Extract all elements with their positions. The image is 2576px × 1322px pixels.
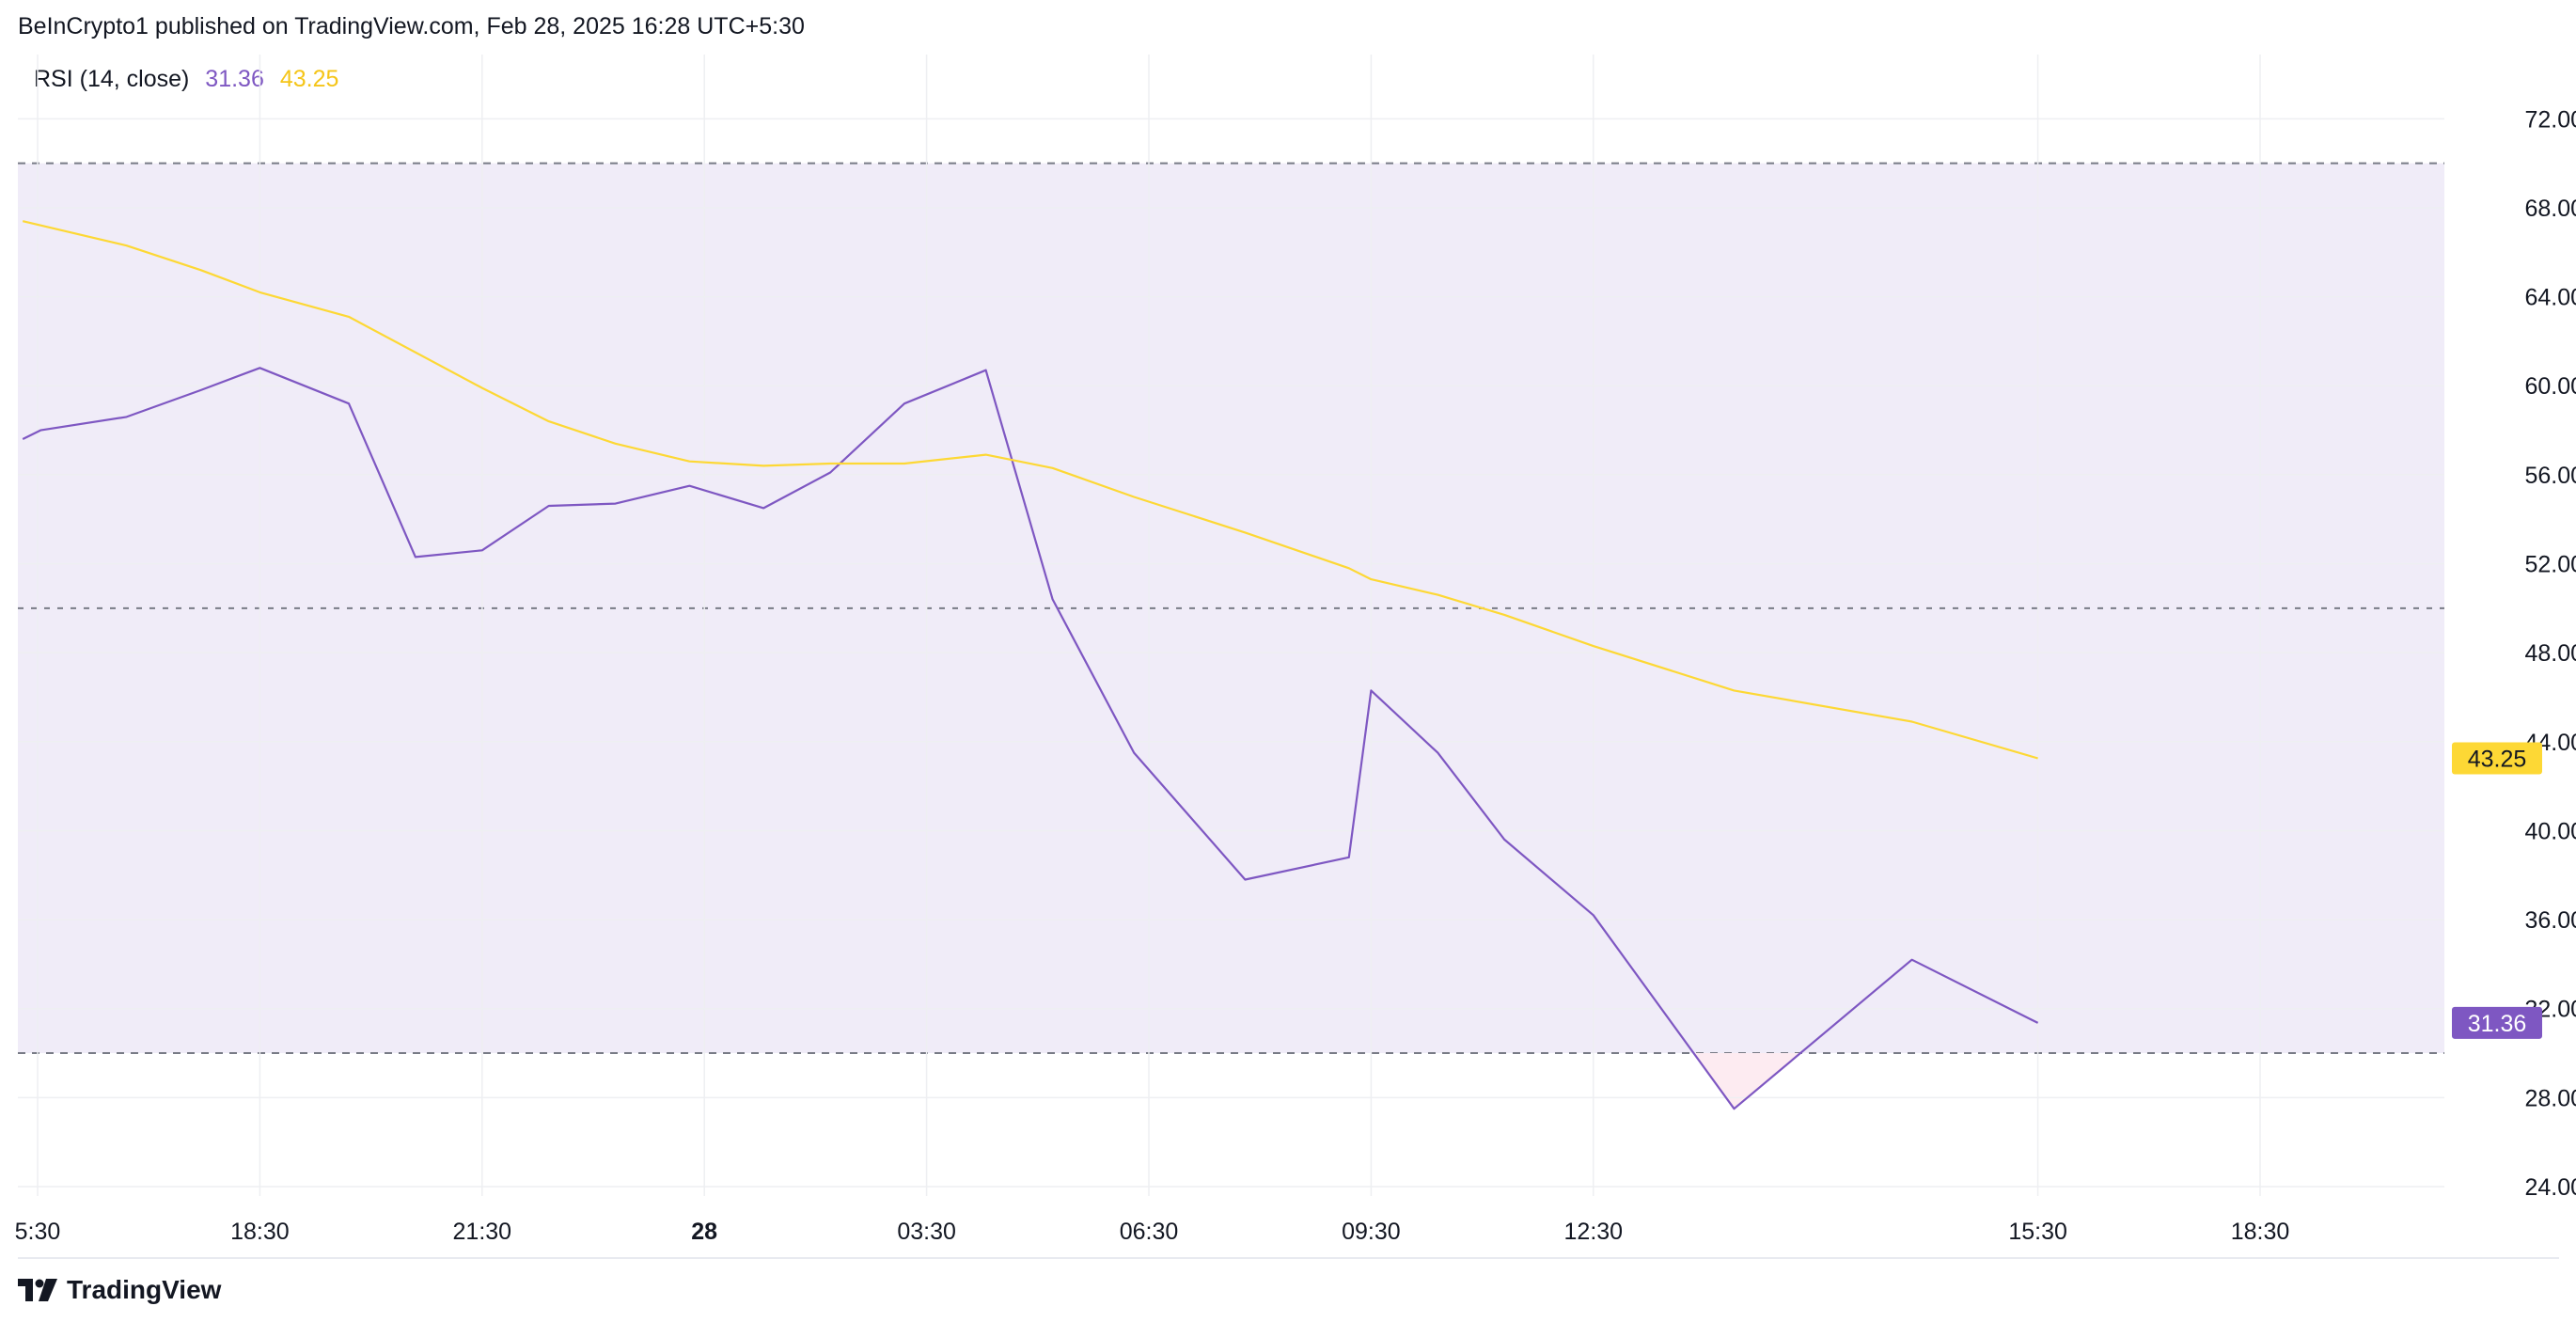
rsi-legend-value: 31.36	[205, 66, 264, 92]
indicator-name[interactable]: RSI (14, close)	[34, 66, 190, 92]
y-tick-label: 28.00	[2524, 1085, 2576, 1111]
series-layer	[22, 220, 2039, 1110]
x-tick-label: 21:30	[453, 1219, 512, 1245]
y-tick-label: 68.00	[2524, 196, 2576, 222]
y-tick-label: 72.00	[2524, 106, 2576, 133]
rsi-ma-line	[22, 220, 2038, 760]
x-tick-label: 12:30	[1564, 1219, 1624, 1245]
x-tick-label: 5:30	[15, 1219, 61, 1245]
tradingview-logo-icon	[18, 1279, 57, 1301]
y-tick-label: 36.00	[2524, 907, 2576, 934]
grid-layer	[18, 55, 2444, 1196]
ma-legend-value: 43.25	[279, 66, 339, 92]
y-tick-label: 40.00	[2524, 818, 2576, 844]
rsi-band-layer	[18, 162, 2444, 1110]
brand-name: TradingView	[67, 1275, 222, 1304]
rsi-price-badge	[2452, 1006, 2542, 1039]
y-tick-label: 56.00	[2524, 463, 2576, 489]
x-tick-label: 09:30	[1342, 1219, 1401, 1245]
indicator-legend[interactable]: RSI (14, close) 31.36 43.25	[34, 66, 348, 93]
publish-info: BeInCrypto1 published on TradingView.com…	[18, 13, 805, 39]
x-tick-label: 06:30	[1120, 1219, 1179, 1245]
y-tick-label: 60.00	[2524, 373, 2576, 400]
x-tick-label: 15:30	[2008, 1219, 2067, 1245]
tradingview-brand[interactable]: TradingView	[18, 1271, 221, 1309]
ma-price-badge	[2452, 742, 2542, 775]
x-tick-label: 18:30	[2231, 1219, 2290, 1245]
x-tick-label: 28	[691, 1219, 717, 1245]
y-tick-label: 52.00	[2524, 552, 2576, 578]
y-tick-label: 48.00	[2524, 640, 2576, 667]
axis-layer: 24.0028.0032.0036.0040.0044.0048.0052.00…	[15, 106, 2576, 1259]
x-tick-label: 03:30	[897, 1219, 956, 1245]
y-tick-label: 64.00	[2524, 285, 2576, 311]
rsi-price-badge-label: 31.36	[2468, 1011, 2527, 1037]
oversold-fill	[1693, 1053, 1801, 1110]
ma-price-badge-label: 43.25	[2468, 747, 2527, 773]
y-tick-label: 24.00	[2524, 1174, 2576, 1201]
rsi-line	[22, 367, 2039, 1110]
x-tick-label: 18:30	[230, 1219, 290, 1245]
